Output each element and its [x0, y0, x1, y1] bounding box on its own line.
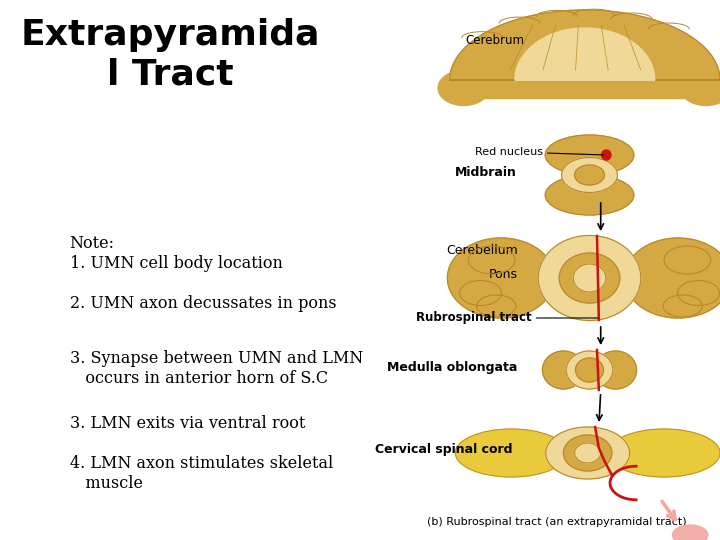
Text: Cerebrum: Cerebrum — [465, 33, 524, 46]
Polygon shape — [450, 10, 720, 80]
Circle shape — [602, 150, 611, 160]
Ellipse shape — [542, 351, 585, 389]
Ellipse shape — [477, 295, 516, 317]
Text: 3. Synapse between UMN and LMN
   occurs in anterior horn of S.C: 3. Synapse between UMN and LMN occurs in… — [70, 350, 363, 387]
Ellipse shape — [546, 427, 629, 479]
Text: Note:
1. UMN cell body location: Note: 1. UMN cell body location — [70, 235, 282, 272]
FancyArrowPatch shape — [662, 501, 675, 519]
Ellipse shape — [469, 246, 515, 274]
Ellipse shape — [595, 351, 636, 389]
Ellipse shape — [608, 429, 720, 477]
Text: (b) Rubrospinal tract (an extrapyramidal tract): (b) Rubrospinal tract (an extrapyramidal… — [427, 517, 687, 527]
Ellipse shape — [566, 351, 613, 389]
Text: Red nucleus: Red nucleus — [475, 147, 543, 157]
Text: Medulla oblongata: Medulla oblongata — [387, 361, 518, 375]
Text: Cervical spinal cord: Cervical spinal cord — [374, 443, 512, 456]
Ellipse shape — [447, 238, 554, 318]
Text: Pons: Pons — [489, 268, 518, 281]
Ellipse shape — [564, 435, 612, 471]
Ellipse shape — [663, 295, 702, 317]
Text: Rubrospinal tract: Rubrospinal tract — [416, 312, 532, 325]
Ellipse shape — [459, 280, 501, 306]
Ellipse shape — [438, 71, 490, 105]
Text: 3. LMN exits via ventral root: 3. LMN exits via ventral root — [70, 415, 305, 432]
Text: Midbrain: Midbrain — [455, 165, 517, 179]
Ellipse shape — [672, 525, 708, 540]
Ellipse shape — [573, 264, 606, 292]
Ellipse shape — [575, 443, 600, 463]
Ellipse shape — [575, 165, 604, 185]
Ellipse shape — [680, 71, 720, 105]
Ellipse shape — [678, 280, 719, 306]
Ellipse shape — [545, 135, 634, 175]
Ellipse shape — [539, 235, 641, 321]
Ellipse shape — [575, 358, 603, 382]
Ellipse shape — [559, 253, 620, 303]
Ellipse shape — [455, 429, 567, 477]
Text: 4. LMN axon stimulates skeletal
   muscle: 4. LMN axon stimulates skeletal muscle — [70, 455, 333, 491]
Ellipse shape — [545, 175, 634, 215]
Text: Extrapyramida
l Tract: Extrapyramida l Tract — [20, 18, 320, 91]
Ellipse shape — [624, 238, 720, 318]
Polygon shape — [450, 80, 720, 98]
Ellipse shape — [664, 246, 711, 274]
Ellipse shape — [562, 158, 618, 192]
Text: 2. UMN axon decussates in pons: 2. UMN axon decussates in pons — [70, 295, 336, 312]
Polygon shape — [515, 28, 654, 80]
Text: Cerebellum: Cerebellum — [446, 244, 518, 256]
